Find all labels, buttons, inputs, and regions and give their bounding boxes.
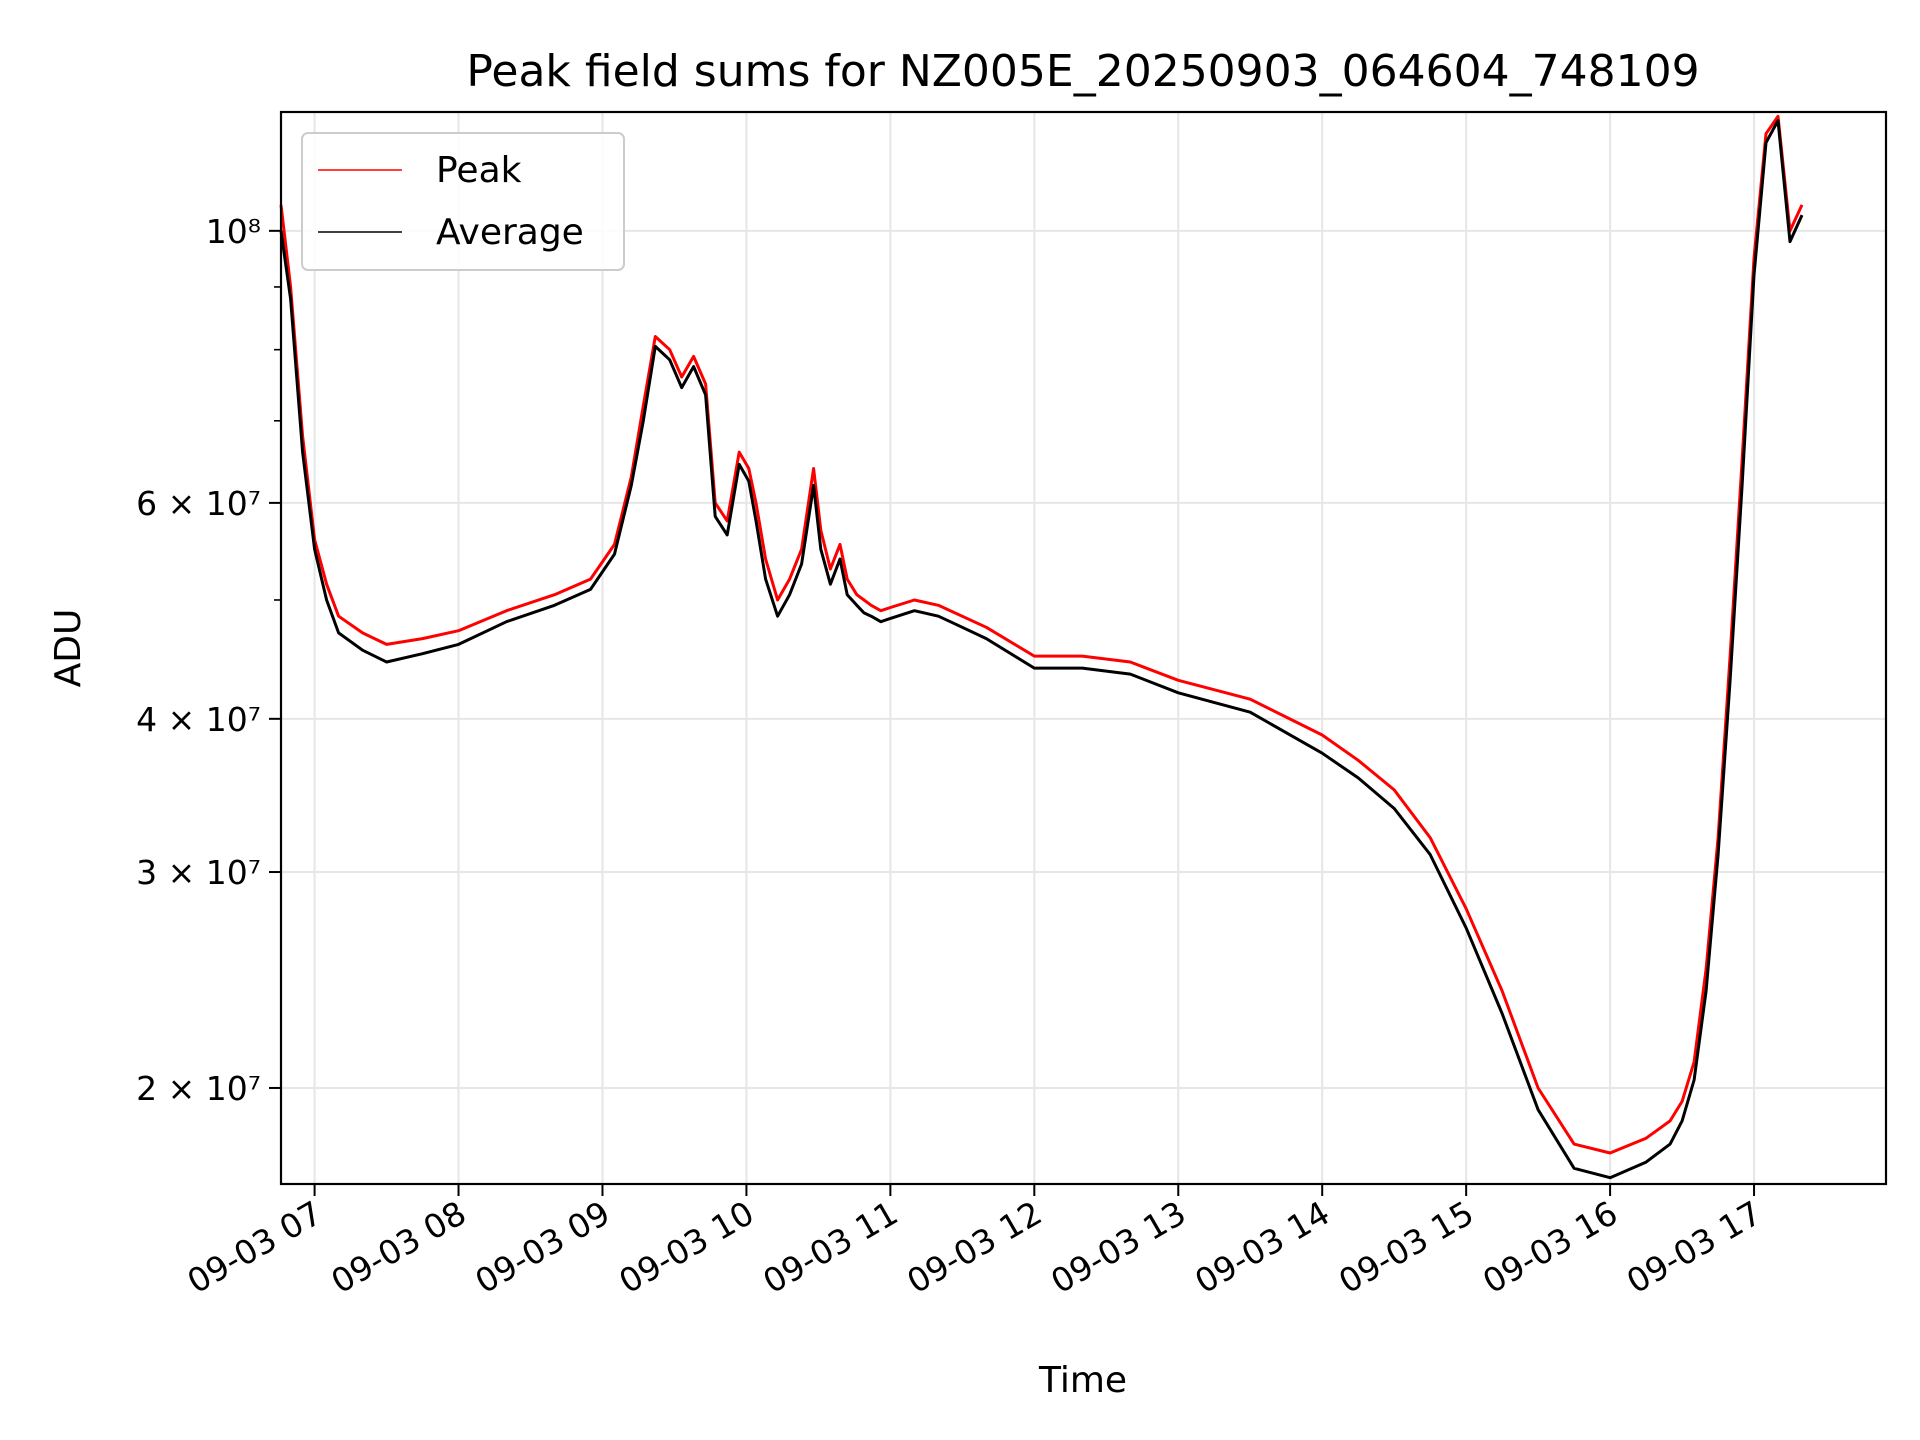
series-group — [279, 114, 1804, 1180]
x-axis-label: Time — [1038, 1360, 1127, 1401]
y-tick-label: 4 × 10⁷ — [136, 700, 261, 739]
x-tick-label: 09-03 08 — [325, 1193, 473, 1301]
x-tick-label: 09-03 13 — [1044, 1193, 1192, 1301]
x-tick-label: 09-03 14 — [1188, 1193, 1336, 1301]
x-tick-label: 09-03 07 — [181, 1193, 329, 1301]
x-tick-label: 09-03 15 — [1332, 1193, 1480, 1301]
series-line-average — [279, 119, 1804, 1180]
grid-lines — [281, 112, 1886, 1184]
legend: Peak Average — [301, 132, 625, 271]
chart-title: Peak field sums for NZ005E_20250903_0646… — [466, 46, 1699, 97]
x-tick-label: 09-03 09 — [468, 1193, 616, 1301]
y-tick-label: 3 × 10⁷ — [136, 853, 261, 892]
y-axis: 2 × 10⁷ 3 × 10⁷ 4 × 10⁷ 6 × 10⁷ 10⁸ — [136, 212, 281, 1108]
legend-label-peak: Peak — [436, 150, 522, 191]
y-tick-label: 6 × 10⁷ — [136, 484, 261, 523]
x-tick-label: 09-03 16 — [1476, 1193, 1624, 1301]
series-line-peak — [279, 114, 1804, 1155]
legend-box — [301, 132, 625, 271]
x-tick-label: 09-03 10 — [612, 1193, 760, 1301]
y-tick-label: 10⁸ — [206, 212, 261, 251]
y-axis-label: ADU — [48, 609, 89, 688]
x-tick-label: 09-03 12 — [900, 1193, 1048, 1301]
plot-frame — [279, 110, 1888, 1186]
x-tick-label: 09-03 17 — [1620, 1193, 1768, 1301]
y-tick-label: 2 × 10⁷ — [136, 1069, 261, 1108]
x-tick-label: 09-03 11 — [756, 1193, 904, 1301]
legend-label-average: Average — [436, 212, 584, 253]
